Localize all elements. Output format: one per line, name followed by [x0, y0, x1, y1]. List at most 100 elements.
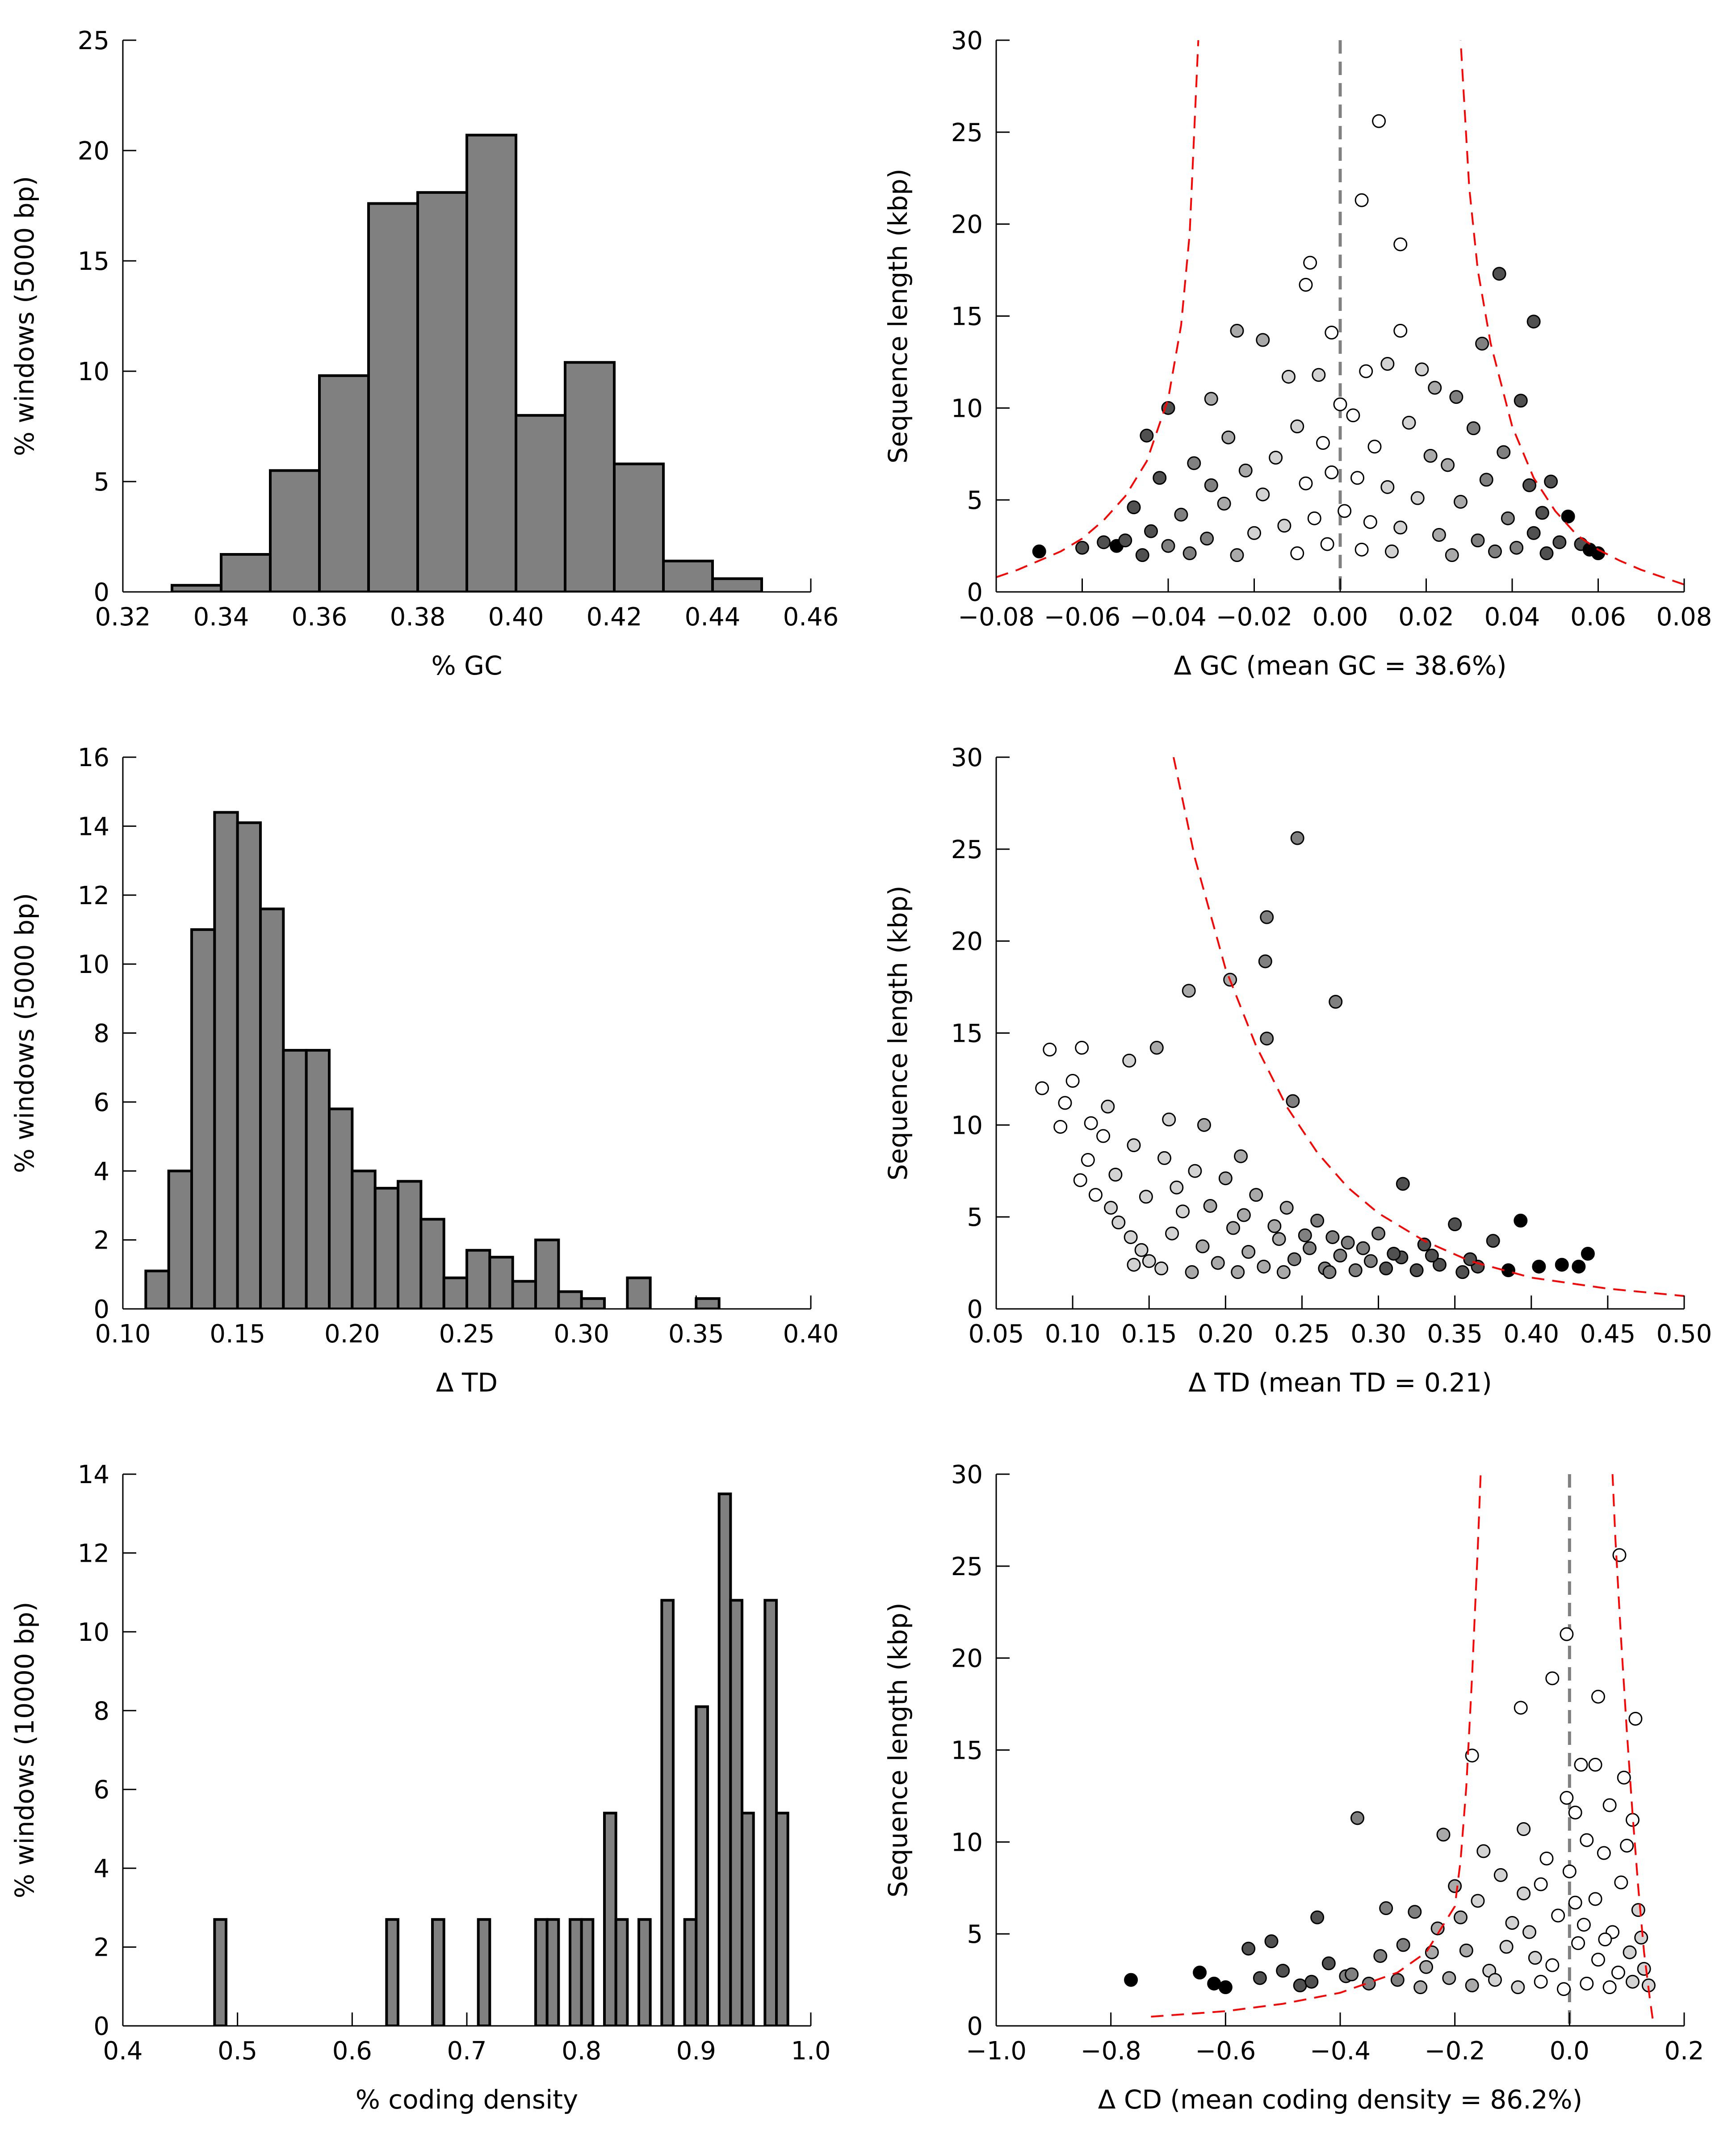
scatter-point — [1379, 1901, 1393, 1916]
y-tick-label: 2 — [93, 1226, 109, 1255]
scatter-point — [1238, 463, 1253, 478]
scatter-point — [1325, 1230, 1340, 1244]
scatter-point — [1081, 1153, 1095, 1167]
scatter-point — [1032, 544, 1046, 558]
plot-area — [144, 811, 721, 1309]
scatter-point — [1253, 1971, 1267, 1985]
x-tick-label: 0.50 — [1656, 1320, 1712, 1349]
scatter-point — [1623, 1945, 1637, 1959]
scatter-point — [1088, 1188, 1103, 1202]
histogram-bar — [318, 374, 370, 592]
y-tick-label: 10 — [951, 394, 983, 423]
scatter-point — [1514, 1213, 1528, 1228]
scatter-point — [1204, 392, 1218, 406]
scatter-point — [1230, 548, 1244, 562]
scatter-point — [1497, 445, 1511, 459]
x-tick-label: 0.10 — [1045, 1320, 1101, 1349]
scatter-point — [1574, 1757, 1588, 1772]
scatter-point — [1631, 1903, 1645, 1917]
scatter-point — [1488, 1973, 1502, 1987]
scatter-point — [1562, 1864, 1577, 1878]
y-tick-label: 4 — [93, 1157, 109, 1186]
x-tick-label: 0.40 — [1503, 1320, 1559, 1349]
y-tick-label: 25 — [951, 1552, 983, 1581]
scatter-point — [1448, 1879, 1462, 1893]
scatter-point — [1367, 440, 1382, 454]
histogram-bar — [557, 1290, 583, 1309]
scatter-point — [1591, 1689, 1605, 1704]
scatter-point — [1476, 1844, 1491, 1858]
scatter-point — [1385, 544, 1399, 558]
scatter-point — [1162, 1112, 1176, 1127]
plot-area — [171, 134, 763, 592]
histogram-bar — [328, 1107, 354, 1309]
panel-cd-histogram: 0.4 0.5 0.6 0.7 0.8 0.9 1.0 0 2 4 6 8 10 12 14 % coding… — [9, 1460, 831, 2115]
scatter-point — [1428, 381, 1442, 395]
histogram-bar — [580, 1918, 595, 2026]
histogram-bar — [660, 1599, 675, 2026]
scatter-point — [1571, 1936, 1585, 1950]
scatter-point — [1488, 544, 1502, 558]
scatter-point — [1221, 430, 1236, 444]
histogram-bar — [351, 1170, 377, 1309]
x-tick-label: 0.35 — [1427, 1320, 1483, 1349]
scatter-point — [1139, 1190, 1153, 1204]
x-axis-label: Δ TD (mean TD = 0.21) — [1188, 1367, 1492, 1398]
scatter-point — [1272, 1232, 1286, 1246]
scatter-point — [1320, 537, 1334, 551]
scatter-point — [1413, 1980, 1428, 1995]
scatter-point — [1432, 1258, 1447, 1272]
scatter-point — [1363, 515, 1377, 529]
scatter-point — [1322, 1265, 1337, 1279]
scatter-point — [1149, 1040, 1164, 1055]
scatter-point — [1393, 520, 1408, 535]
y-tick-label: 25 — [78, 26, 109, 55]
scatter-point — [1396, 1177, 1410, 1191]
x-tick-label: 0.20 — [1198, 1320, 1254, 1349]
histogram-bar — [397, 1180, 423, 1309]
panel-td-histogram: 0.10 0.15 0.20 0.25 0.30 0.35 0.40 0 2 4 6 8 10 12 14 1… — [9, 743, 839, 1398]
histogram-bar — [613, 462, 665, 592]
scatter-point — [1486, 1234, 1500, 1248]
scatter-point — [1545, 1671, 1560, 1685]
y-tick-label: 16 — [78, 743, 109, 772]
scatter-point — [1193, 1966, 1207, 1980]
scatter-point — [1249, 1188, 1263, 1202]
scatter-point — [1373, 1949, 1388, 1963]
x-tick-label: −1.0 — [966, 2037, 1027, 2066]
x-axis-label: % coding density — [356, 2084, 579, 2115]
scatter-point — [1277, 519, 1292, 533]
scatter-point — [1269, 450, 1283, 465]
scatter-point — [1577, 1918, 1591, 1932]
y-tick-label: 5 — [967, 1203, 983, 1232]
scatter-point — [1522, 1925, 1536, 1939]
scatter-point — [1396, 1938, 1410, 1952]
scatter-point — [1626, 1975, 1640, 1989]
histogram-bar — [763, 1599, 778, 2026]
scatter-point — [1234, 1149, 1248, 1163]
scatter-point — [1176, 1204, 1190, 1219]
scatter-point — [1256, 487, 1270, 502]
scatter-point — [1230, 323, 1244, 338]
scatter-point — [1144, 524, 1158, 538]
panel-cd-scatter: −1.0 −0.8 −0.6 −0.4 −0.2 0.0 0.2 0 5 10 15 20 25 30 Δ … — [883, 1460, 1704, 2115]
scatter-point — [1299, 278, 1313, 292]
scatter-point — [1127, 1258, 1141, 1272]
scatter-point — [1316, 436, 1330, 450]
scatter-point — [1505, 1916, 1519, 1930]
scatter-point — [1217, 496, 1231, 511]
scatter-point — [1514, 1701, 1528, 1715]
scatter-point — [1380, 480, 1395, 494]
y-axis-label: Sequence length (kbp) — [883, 168, 913, 463]
histogram-bar — [564, 361, 616, 592]
histogram-bar — [442, 1276, 469, 1309]
x-tick-label: 0.15 — [210, 1320, 265, 1349]
y-tick-label: 12 — [78, 881, 109, 910]
histogram-bar — [431, 1918, 445, 2026]
x-tick-label: 0.30 — [554, 1320, 609, 1349]
histogram-bar — [511, 1280, 537, 1309]
histogram-bar — [373, 1186, 400, 1309]
scatter-point — [1611, 1966, 1625, 1980]
scatter-point — [1053, 1119, 1068, 1134]
scatter-point — [1534, 1975, 1548, 1989]
